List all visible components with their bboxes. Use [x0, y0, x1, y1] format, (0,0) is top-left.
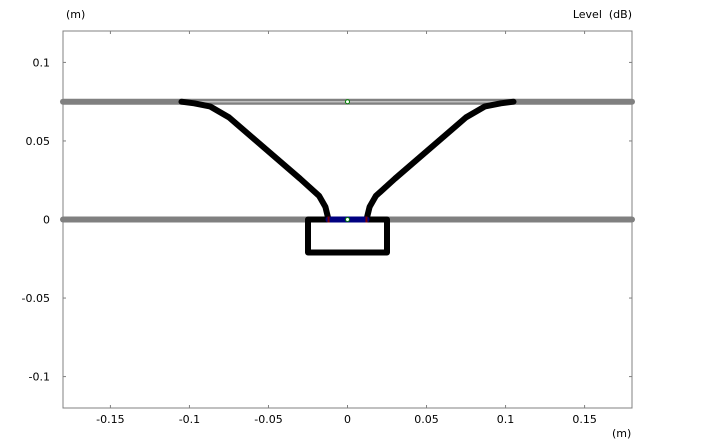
x-tick-label: 0.1	[497, 413, 515, 426]
chamber-line	[305, 216, 390, 256]
x-tick-label: -0.05	[254, 413, 282, 426]
x-tick-label: 0	[344, 413, 351, 426]
horn-right-line	[363, 98, 517, 223]
y-tick-label: -0.05	[22, 292, 50, 305]
x-axis-unit-label: (m)	[612, 427, 631, 440]
x-tick-label: 0.05	[414, 413, 439, 426]
mouth-center-marker	[345, 99, 350, 105]
y-tick-label: 0	[43, 214, 50, 227]
x-tick-label: 0.15	[572, 413, 597, 426]
x-tick-label: -0.1	[179, 413, 200, 426]
y-tick-label: 0.05	[26, 135, 51, 148]
x-tick-label: -0.15	[96, 413, 124, 426]
throat-center-marker	[345, 217, 350, 222]
y-axis-unit-label: (m)	[66, 8, 85, 21]
y-tick-label: -0.1	[29, 371, 50, 384]
level-label: Level (dB)	[573, 8, 632, 21]
horn-left-line	[178, 98, 332, 223]
y-tick-label: 0.1	[33, 56, 51, 69]
